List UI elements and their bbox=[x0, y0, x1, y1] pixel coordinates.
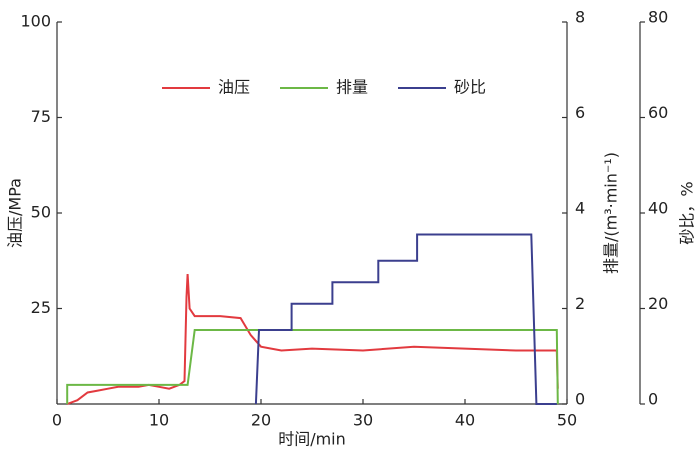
x-tick-label: 30 bbox=[353, 411, 373, 430]
y3-tick-label: 80 bbox=[648, 8, 668, 27]
y2-tick-label: 4 bbox=[575, 199, 585, 218]
y-axis-label: 油压/MPa bbox=[6, 178, 25, 248]
x-tick-label: 10 bbox=[149, 411, 169, 430]
y-tick-label: 100 bbox=[20, 12, 51, 31]
y3-tick-label: 40 bbox=[648, 199, 668, 218]
y3-tick-label: 0 bbox=[648, 390, 658, 409]
legend-label: 排量 bbox=[336, 78, 368, 97]
legend-label: 油压 bbox=[218, 78, 250, 97]
series-line bbox=[254, 233, 557, 405]
y2-axis-label: 排量/(m³·min⁻¹) bbox=[602, 152, 621, 274]
x-tick-label: 40 bbox=[455, 411, 475, 430]
y-tick-label: 25 bbox=[31, 298, 51, 317]
y3-tick-label: 20 bbox=[648, 294, 668, 313]
series-line bbox=[66, 329, 559, 405]
x-tick-label: 0 bbox=[52, 411, 62, 430]
y2-tick-label: 0 bbox=[575, 390, 585, 409]
series-line bbox=[66, 274, 559, 405]
y-tick-label: 75 bbox=[31, 107, 51, 126]
x-tick-label: 50 bbox=[557, 411, 577, 430]
x-tick-label: 20 bbox=[251, 411, 271, 430]
legend-label: 砂比 bbox=[454, 78, 486, 97]
y-tick-label: 50 bbox=[31, 203, 51, 222]
y2-tick-label: 2 bbox=[575, 294, 585, 313]
y2-tick-label: 6 bbox=[575, 103, 585, 122]
y3-axis-label: 砂比，% bbox=[678, 181, 697, 244]
x-axis-label: 时间/min bbox=[278, 430, 346, 449]
y2-tick-label: 8 bbox=[575, 8, 585, 27]
y3-tick-label: 60 bbox=[648, 103, 668, 122]
